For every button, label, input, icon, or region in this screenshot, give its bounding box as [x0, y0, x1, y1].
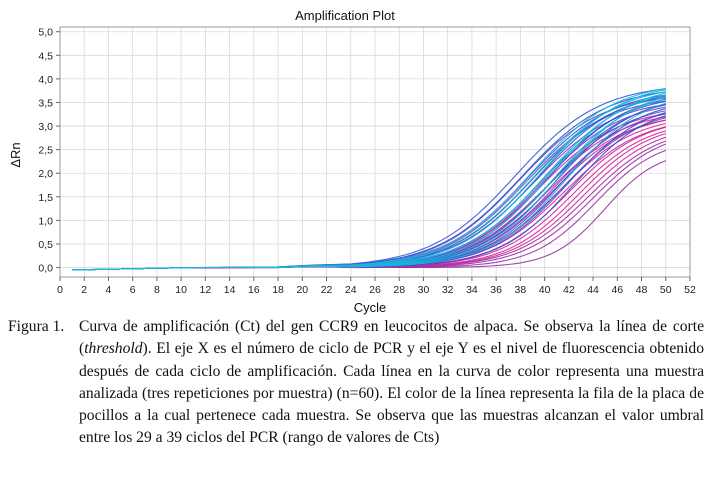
x-tick-label: 36 — [490, 284, 502, 296]
y-tick-label: 1,0 — [38, 215, 53, 227]
x-tick-label: 42 — [563, 284, 575, 296]
x-tick-label: 6 — [130, 284, 136, 296]
y-axis-ticks: 0,0 0,5 1,0 1,5 2,0 2,5 3,0 3,5 4,0 4,5 5,0 — [38, 27, 60, 275]
amplification-curve-17 — [72, 103, 666, 271]
series-layer — [72, 87, 667, 271]
x-tick-label: 26 — [369, 284, 381, 296]
x-tick-label: 34 — [466, 284, 478, 296]
caption-text-part-2: ). El eje X es el número de ciclo de PCR… — [79, 340, 704, 447]
y-tick-label: 1,5 — [38, 192, 53, 204]
amplification-curve-14 — [72, 100, 666, 271]
x-tick-label: 0 — [57, 284, 63, 296]
x-tick-label: 16 — [248, 284, 260, 296]
x-tick-label: 10 — [175, 284, 187, 296]
x-tick-label: 30 — [418, 284, 430, 296]
amplification-plot-svg: Amplification Plot 0 2 4 6 8 10 12 14 16 18 20 22 24… — [8, 8, 696, 315]
x-axis-title: Cycle — [354, 300, 387, 315]
amplification-curve-16 — [72, 104, 666, 271]
x-tick-label: 46 — [611, 284, 623, 296]
y-tick-label: 2,5 — [38, 145, 53, 157]
figure-caption: Figura 1. Curva de amplificación (Ct) de… — [8, 316, 704, 450]
caption-text-part-1: Curva de amplificación (Ct) del gen CCR9… — [79, 318, 704, 358]
x-axis-ticks: 0 2 4 6 8 10 12 14 16 18 20 22 24 26 28 30 32 34 36 38 40 42 4… — [57, 277, 696, 296]
caption-label: Figura 1. — [8, 318, 65, 335]
amplification-curve-18 — [72, 108, 666, 271]
caption-italic-term: threshold — [84, 340, 143, 358]
amplification-curve-35 — [72, 130, 666, 271]
amplification-curve-38 — [72, 140, 667, 271]
y-tick-label: 4,0 — [38, 74, 53, 86]
x-tick-label: 48 — [636, 284, 648, 296]
y-tick-label: 4,5 — [38, 50, 53, 62]
x-tick-label: 18 — [272, 284, 284, 296]
x-tick-label: 14 — [224, 284, 236, 296]
amplification-curve-29 — [72, 116, 666, 271]
x-tick-label: 12 — [200, 284, 212, 296]
y-tick-label: 5,0 — [38, 27, 53, 39]
x-tick-label: 22 — [321, 284, 333, 296]
amplification-plot-figure: Amplification Plot 0 2 4 6 8 10 12 14 16 18 20 22 24… — [8, 8, 696, 315]
amplification-curve-41 — [72, 160, 667, 271]
x-tick-label: 2 — [81, 284, 87, 296]
x-tick-label: 4 — [106, 284, 112, 296]
x-tick-label: 20 — [296, 284, 308, 296]
y-axis-title: ΔRn — [8, 142, 23, 167]
y-tick-label: 0,0 — [38, 263, 53, 275]
amplification-curve-39 — [72, 143, 667, 271]
x-tick-label: 52 — [684, 284, 696, 296]
amplification-curve-27 — [72, 117, 666, 271]
amplification-curve-28 — [72, 113, 666, 271]
amplification-curve-23 — [72, 103, 666, 271]
x-tick-label: 50 — [660, 284, 672, 296]
y-tick-label: 3,5 — [38, 97, 53, 109]
caption-text: Curva de amplificación (Ct) del gen CCR9… — [79, 316, 704, 450]
x-tick-label: 38 — [515, 284, 527, 296]
x-tick-label: 28 — [393, 284, 405, 296]
x-tick-label: 40 — [539, 284, 551, 296]
amplification-curve-26 — [72, 113, 666, 271]
x-tick-label: 24 — [345, 284, 357, 296]
y-tick-label: 2,0 — [38, 168, 53, 180]
x-tick-label: 32 — [442, 284, 454, 296]
amplification-curve-8 — [72, 102, 666, 271]
x-tick-label: 44 — [587, 284, 599, 296]
chart-title: Amplification Plot — [295, 8, 395, 23]
x-tick-label: 8 — [154, 284, 160, 296]
y-tick-label: 3,0 — [38, 121, 53, 133]
y-tick-label: 0,5 — [38, 239, 53, 251]
